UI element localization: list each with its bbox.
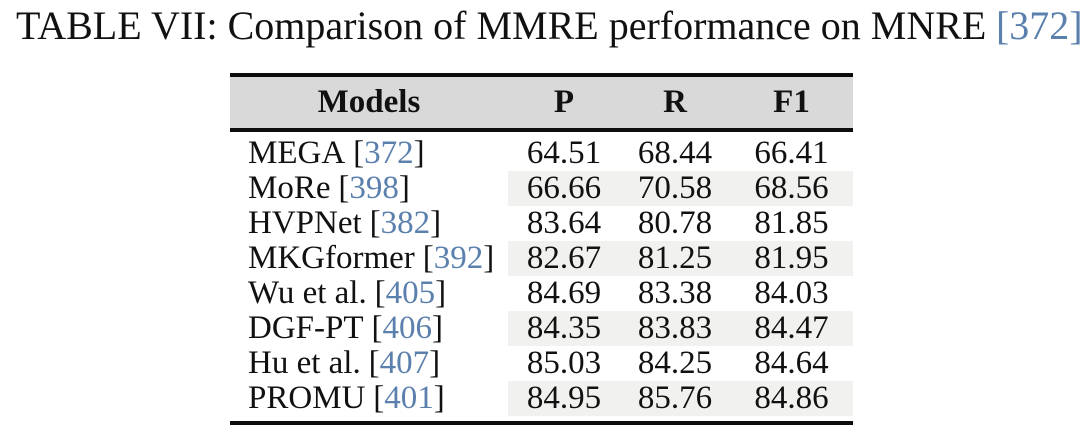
- metric-cells: 85.03 84.25 84.64: [508, 346, 853, 381]
- model-name: PROMU: [248, 380, 366, 416]
- column-header-models: Models: [317, 84, 421, 120]
- table-row: Hu et al. [407] 85.03 84.25 84.64: [230, 346, 853, 381]
- r-value: 68.44: [637, 135, 713, 171]
- column-header-p: P: [553, 84, 575, 120]
- cite-bracket-close: ]: [430, 205, 442, 241]
- p-value: 84.69: [526, 275, 602, 311]
- table-row: DGF-PT [406] 84.35 83.83 84.47: [230, 311, 853, 346]
- cite-bracket-open: [: [371, 310, 383, 346]
- f1-value: 81.95: [754, 240, 829, 276]
- f1-value: 84.86: [754, 380, 829, 416]
- model-name: DGF-PT: [248, 310, 364, 346]
- cite-bracket-close: ]: [435, 275, 447, 311]
- table-top-rule: [230, 73, 853, 77]
- model-name: MKGformer: [248, 240, 415, 276]
- model-cell: DGF-PT [406]: [230, 311, 508, 346]
- model-cell: Wu et al. [405]: [230, 276, 508, 311]
- cite-bracket-close: ]: [433, 380, 445, 416]
- f1-value: 81.85: [754, 205, 829, 241]
- model-name: MoRe: [248, 170, 331, 206]
- table-body: MEGA [372] 64.51 68.44 66.41 MoRe [398] 66…: [230, 132, 853, 421]
- caption-text: TABLE VII: Comparison of MMRE performanc…: [16, 3, 987, 48]
- cite-bracket-close: ]: [413, 135, 425, 171]
- citation-link[interactable]: 372: [1009, 3, 1070, 48]
- p-value: 83.64: [526, 205, 602, 241]
- model-cell: MEGA [372]: [230, 136, 508, 171]
- p-value: 84.35: [526, 310, 602, 346]
- p-value: 85.03: [526, 345, 602, 381]
- p-value: 64.51: [526, 135, 602, 171]
- p-value: 84.95: [526, 380, 602, 416]
- cite-bracket-close: ]: [398, 170, 410, 206]
- p-value: 66.66: [526, 170, 602, 206]
- citation-link[interactable]: 405: [385, 275, 436, 311]
- table-header-row: Models P R F1: [230, 77, 853, 128]
- cite-bracket-open: [: [338, 170, 350, 206]
- model-cell: MKGformer [392]: [230, 241, 508, 276]
- table-row: MoRe [398] 66.66 70.58 68.56: [230, 171, 853, 206]
- table-bottom-rule: [230, 421, 853, 425]
- metric-cells: 82.67 81.25 81.95: [508, 241, 853, 276]
- r-value: 70.58: [637, 170, 713, 206]
- cite-bracket-open: [: [368, 345, 380, 381]
- model-name: MEGA: [248, 135, 346, 171]
- caption-cite-bracket-close: ]: [1069, 3, 1080, 48]
- cite-bracket-open: [: [422, 240, 434, 276]
- metric-cells: 84.95 85.76 84.86: [508, 381, 853, 416]
- citation-link[interactable]: 401: [384, 380, 434, 416]
- citation-link[interactable]: 372: [364, 135, 414, 171]
- citation-link[interactable]: 382: [380, 205, 431, 241]
- metric-cells: 84.69 83.38 84.03: [508, 276, 853, 311]
- model-cell: Hu et al. [407]: [230, 346, 508, 381]
- metric-cells: 83.64 80.78 81.85: [508, 206, 853, 241]
- column-header-r: R: [663, 84, 687, 120]
- f1-value: 84.03: [754, 275, 829, 311]
- table-row: Wu et al. [405] 84.69 83.38 84.03: [230, 276, 853, 311]
- model-name: Hu et al.: [248, 345, 361, 381]
- p-value: 82.67: [526, 240, 602, 276]
- r-value: 84.25: [637, 345, 713, 381]
- table-row: HVPNet [382] 83.64 80.78 81.85: [230, 206, 853, 241]
- table-row: MEGA [372] 64.51 68.44 66.41: [230, 136, 853, 171]
- caption-cite-bracket-open: [: [995, 3, 1010, 48]
- metric-cells: 64.51 68.44 66.41: [508, 136, 853, 171]
- model-cell: PROMU [401]: [230, 381, 508, 416]
- citation-link[interactable]: 392: [433, 240, 484, 276]
- f1-value: 84.47: [754, 310, 829, 346]
- header-number-columns: P R F1: [508, 77, 853, 128]
- f1-value: 66.41: [754, 135, 829, 171]
- r-value: 85.76: [637, 380, 713, 416]
- citation-link[interactable]: 407: [379, 345, 430, 381]
- r-value: 83.38: [637, 275, 713, 311]
- metric-cells: 84.35 83.83 84.47: [508, 311, 853, 346]
- model-name: Wu et al.: [248, 275, 367, 311]
- table-row: PROMU [401] 84.95 85.76 84.86: [230, 381, 853, 416]
- r-value: 81.25: [637, 240, 713, 276]
- f1-value: 68.56: [754, 170, 829, 206]
- cite-bracket-open: [: [353, 135, 365, 171]
- cite-bracket-open: [: [369, 205, 381, 241]
- f1-value: 84.64: [754, 345, 829, 381]
- model-cell: HVPNet [382]: [230, 206, 508, 241]
- cite-bracket-open: [: [373, 380, 385, 416]
- model-cell: MoRe [398]: [230, 171, 508, 206]
- table-caption: TABLE VII: Comparison of MMRE performanc…: [16, 2, 1080, 50]
- column-header-f1: F1: [773, 84, 810, 120]
- cite-bracket-close: ]: [429, 345, 441, 381]
- cite-bracket-close: ]: [431, 310, 443, 346]
- results-table: Models P R F1 MEGA [372] 64.51 68.44 66.4…: [230, 73, 853, 425]
- model-name: HVPNet: [248, 205, 362, 241]
- table-row: MKGformer [392] 82.67 81.25 81.95: [230, 241, 853, 276]
- metric-cells: 66.66 70.58 68.56: [508, 171, 853, 206]
- cite-bracket-close: ]: [483, 240, 495, 276]
- r-value: 83.83: [637, 310, 713, 346]
- citation-link[interactable]: 398: [349, 170, 399, 206]
- table-mid-rule: [230, 128, 853, 132]
- r-value: 80.78: [637, 205, 713, 241]
- cite-bracket-open: [: [374, 275, 386, 311]
- citation-link[interactable]: 406: [382, 310, 432, 346]
